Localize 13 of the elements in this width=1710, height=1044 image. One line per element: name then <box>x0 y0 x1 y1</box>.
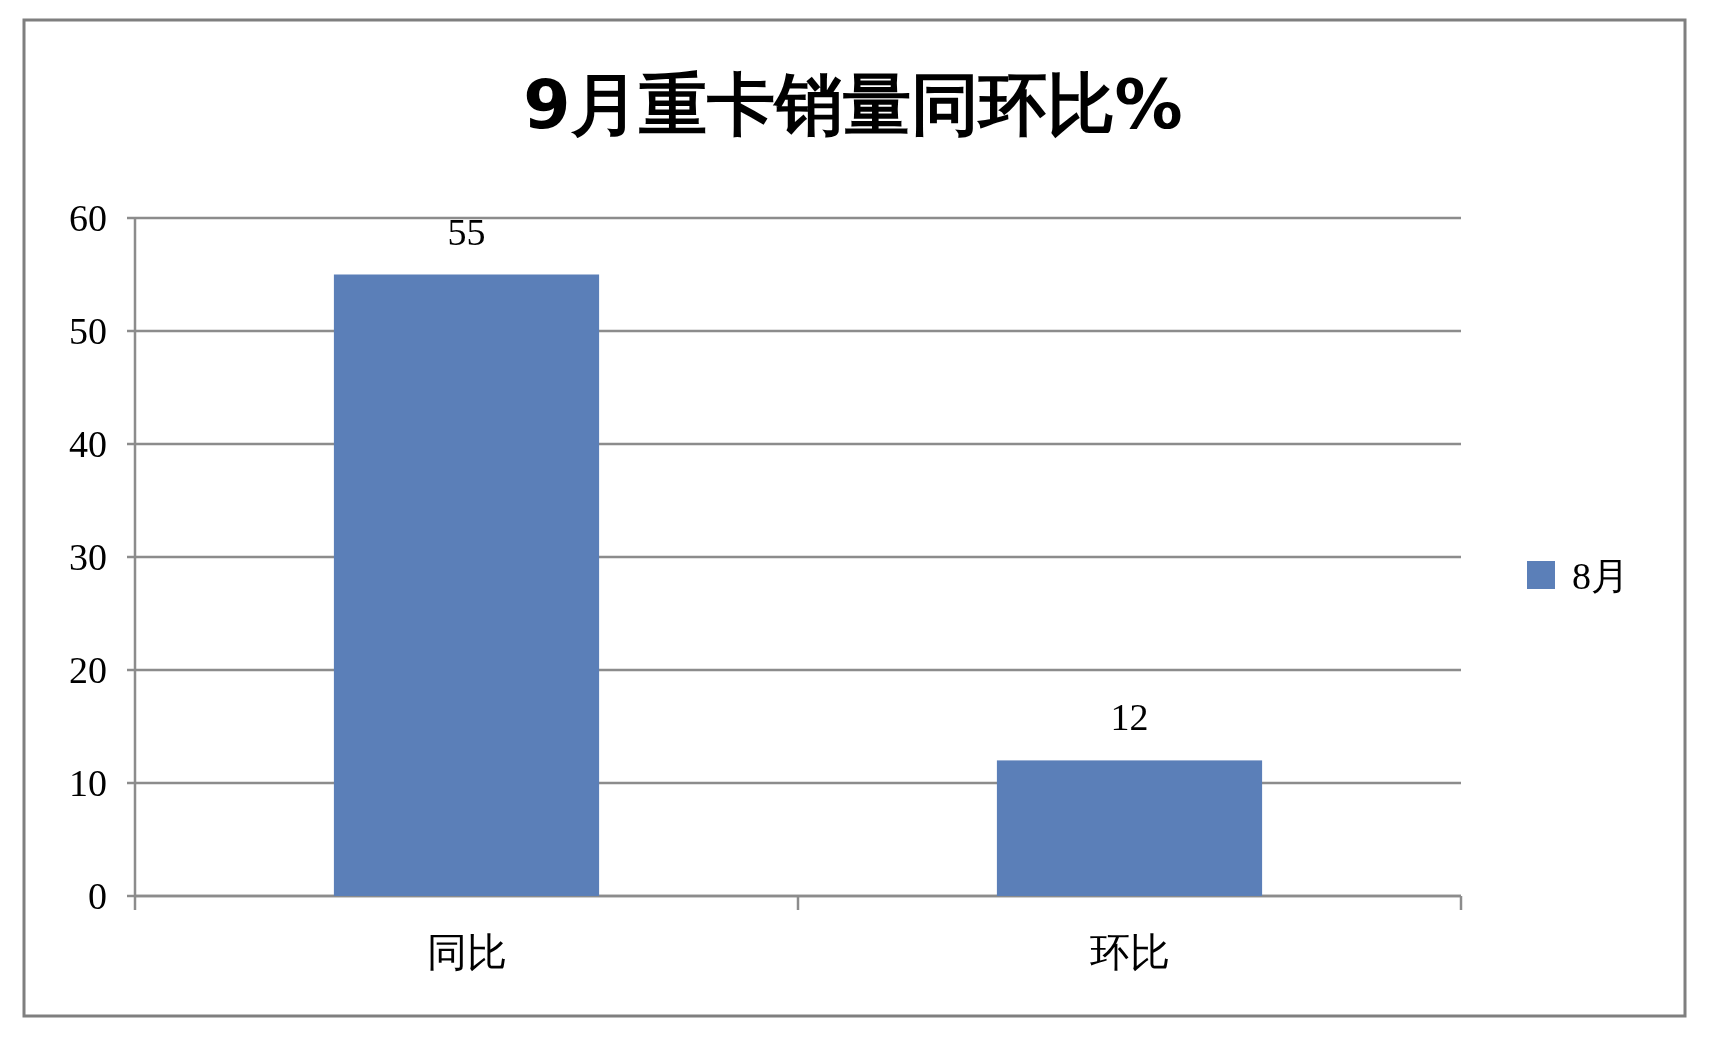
legend-label: 8月 <box>1572 555 1629 597</box>
data-label: 55 <box>447 210 486 253</box>
y-tick-label: 40 <box>69 423 107 465</box>
x-tick-label: 环比 <box>1089 929 1170 975</box>
y-tick-label: 60 <box>69 197 107 239</box>
x-tick-label: 同比 <box>426 929 507 975</box>
y-tick-label: 20 <box>69 649 107 691</box>
y-tick-label: 30 <box>69 536 107 578</box>
y-tick-label: 50 <box>69 310 107 352</box>
data-label: 12 <box>1110 696 1149 739</box>
y-tick-label: 0 <box>88 875 107 917</box>
chart-title: 9月重卡销量同环比% <box>523 65 1183 144</box>
y-tick-label: 10 <box>69 762 107 804</box>
